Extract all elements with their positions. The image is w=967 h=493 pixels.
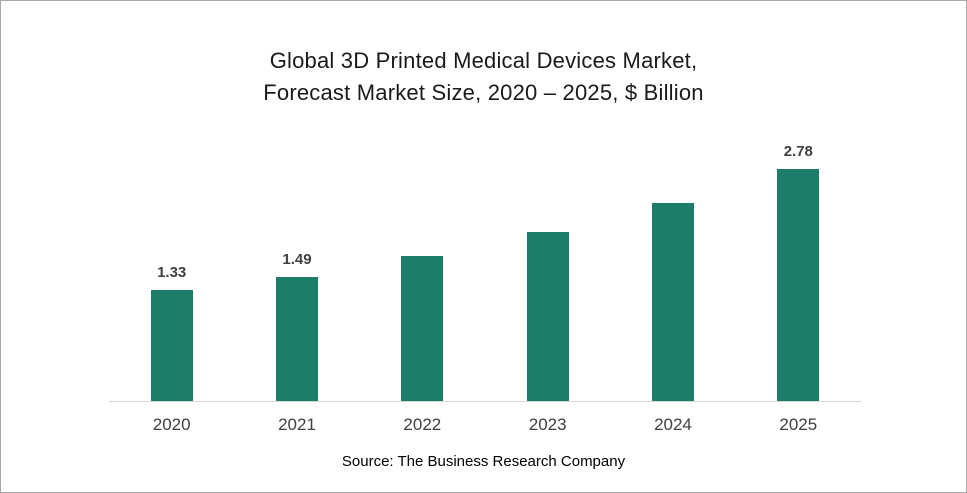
x-tick-label-2021: 2021: [278, 415, 316, 434]
x-tick-label-2023: 2023: [528, 415, 567, 434]
x-tick-label-2022: 2022: [403, 415, 442, 434]
data-label-2021: 1.49: [282, 251, 312, 268]
bar-column-2023: [485, 123, 610, 401]
bar-2023: [526, 232, 569, 401]
bar-2024: [651, 203, 694, 401]
bar-column-2025: 2.78: [736, 123, 861, 401]
bar-column-2022: [360, 123, 485, 401]
chart-title: Global 3D Printed Medical Devices Market…: [1, 45, 966, 109]
x-axis-labels: 2020 2021 2022 2023 2024 2025: [109, 415, 861, 435]
bar-2022: [401, 256, 444, 401]
data-label-2025: 2.78: [783, 143, 813, 160]
bar-column-2021: 1.49: [234, 123, 359, 401]
chart-title-line1: Global 3D Printed Medical Devices Market…: [269, 48, 698, 73]
bar-column-2020: 1.33: [109, 123, 234, 401]
x-tick-label-2024: 2024: [654, 415, 692, 434]
x-tick-label-2025: 2025: [779, 415, 818, 434]
plot-area: 1.33 1.49 2.78: [109, 123, 861, 402]
chart-title-line2: Forecast Market Size, 2020 – 2025, $ Bil…: [263, 80, 704, 105]
bar-column-2024: [610, 123, 735, 401]
bar-2020: [150, 290, 193, 401]
source-note: Source: The Business Research Company: [341, 453, 626, 470]
data-label-2020: 1.33: [157, 264, 187, 281]
x-tick-label-2020: 2020: [152, 415, 191, 434]
bar-2021: [275, 277, 318, 401]
bar-2025: [777, 169, 820, 401]
